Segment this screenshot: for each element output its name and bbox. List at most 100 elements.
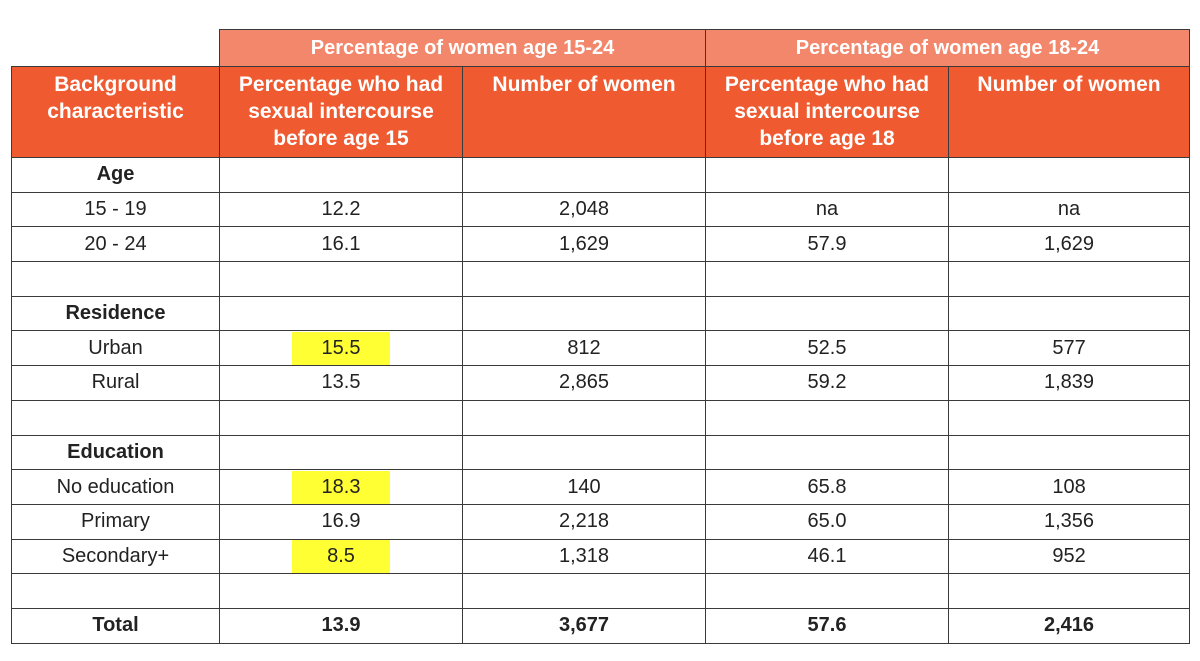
table-cell: 16.1 (219, 226, 463, 263)
row-label: No education (11, 469, 220, 505)
table-cell: 140 (461, 469, 707, 505)
col-header-pct-before-18: Percentage who had sexual intercourse befo… (705, 66, 950, 158)
table-cell: 1,629 (948, 226, 1191, 263)
group-header-blank (11, 29, 220, 67)
cell-value: na (815, 198, 839, 221)
cell-value: 57.6 (807, 614, 847, 637)
table-cell: 13.5 (219, 365, 463, 401)
table-cell (705, 399, 950, 436)
cell-value: 1,318 (558, 544, 610, 567)
table-cell: 2,865 (461, 365, 707, 401)
table-cell: 46.1 (705, 538, 950, 575)
cell-value: 59.2 (807, 371, 847, 394)
table-cell (461, 261, 707, 297)
row-label (11, 573, 220, 609)
cell-value: 13.5 (321, 371, 361, 394)
cell-value: 65.0 (807, 510, 847, 533)
header-line: Percentage who had (238, 73, 444, 96)
table-row: Secondary+ 8.5 1,318 46.1 952 (11, 538, 1191, 575)
table-cell: 1,629 (461, 226, 707, 263)
table-row: 20 - 24 16.1 1,629 57.9 1,629 (11, 226, 1191, 263)
highlighted-value: 18.3 (292, 470, 390, 504)
row-label: Secondary+ (11, 538, 220, 575)
col-header-number-women-15-24: Number of women (461, 66, 707, 158)
table-cell: 59.2 (705, 365, 950, 401)
table-cell (219, 295, 463, 332)
table-cell (948, 261, 1191, 297)
table-cell: 57.9 (705, 226, 950, 263)
cell-value: 140 (567, 475, 601, 498)
row-label: Education (11, 434, 220, 471)
header-line: sexual intercourse (734, 100, 920, 123)
highlighted-value: 8.5 (292, 539, 390, 573)
table-cell: 18.3 (219, 469, 463, 505)
table-cell: 1,318 (461, 538, 707, 575)
header-line: Background (54, 73, 177, 96)
col-header-number-women-18-24: Number of women (948, 66, 1191, 158)
table-cell: 2,048 (461, 191, 707, 228)
cell-value: 952 (1052, 544, 1086, 567)
table-cell (461, 573, 707, 609)
cell-value: 12.2 (321, 198, 361, 221)
table-cell: 812 (461, 330, 707, 367)
table-row: Urban 15.5 812 52.5 577 (11, 330, 1191, 367)
cell-value: 3,677 (558, 614, 610, 637)
cell-value: 46.1 (807, 544, 847, 567)
row-label (11, 399, 220, 436)
row-label: Age (11, 157, 220, 193)
cell-value: 1,356 (1043, 510, 1095, 533)
table-cell: 2,416 (948, 607, 1191, 644)
table-cell (948, 434, 1191, 471)
cell-value: 2,218 (558, 510, 610, 533)
spacer-row (11, 261, 1191, 297)
row-label: 20 - 24 (11, 226, 220, 263)
cell-value: 1,839 (1043, 371, 1095, 394)
table-row: Rural 13.5 2,865 59.2 1,839 (11, 365, 1191, 401)
table-cell: 12.2 (219, 191, 463, 228)
row-label: 15 - 19 (11, 191, 220, 228)
header-line: Percentage who had (724, 73, 930, 96)
table-cell (705, 157, 950, 193)
col-header-background: Background characteristic (11, 66, 220, 158)
total-row: Total 13.9 3,677 57.6 2,416 (11, 607, 1191, 644)
table-row: No education 18.3 140 65.8 108 (11, 469, 1191, 505)
table-row: 15 - 19 12.2 2,048 na na (11, 191, 1191, 228)
spacer-row (11, 399, 1191, 436)
column-header-row: Background characteristic Percentage who h… (11, 66, 1191, 158)
cell-value: 577 (1052, 336, 1086, 359)
header-line: Number of women (977, 73, 1161, 96)
table-cell: 65.0 (705, 503, 950, 540)
table-cell: na (948, 191, 1191, 228)
table-cell (219, 573, 463, 609)
highlighted-value: 15.5 (292, 331, 390, 365)
table-cell: 3,677 (461, 607, 707, 644)
table-cell: 1,356 (948, 503, 1191, 540)
table-cell: 108 (948, 469, 1191, 505)
cell-value: 57.9 (807, 232, 847, 255)
row-label: Rural (11, 365, 220, 401)
cell-value: 1,629 (558, 232, 610, 255)
table-cell (705, 261, 950, 297)
row-label: Primary (11, 503, 220, 540)
data-table: Percentage of women age 15-24 Percentage… (11, 29, 1191, 644)
cell-value: 13.9 (321, 614, 361, 637)
cell-value: 2,048 (558, 198, 610, 221)
header-line: before age 18 (759, 127, 895, 150)
table-cell: 65.8 (705, 469, 950, 505)
section-header-row: Age (11, 157, 1191, 193)
table-cell: na (705, 191, 950, 228)
table-cell (219, 434, 463, 471)
cell-value: 2,416 (1043, 614, 1095, 637)
group-header-row: Percentage of women age 15-24 Percentage… (11, 29, 1191, 67)
table-cell: 8.5 (219, 538, 463, 575)
table-cell (948, 157, 1191, 193)
section-header-row: Education (11, 434, 1191, 471)
table-cell (948, 295, 1191, 332)
cell-value: 16.9 (321, 510, 361, 533)
row-label: Total (11, 607, 220, 644)
cell-value: 65.8 (807, 475, 847, 498)
row-label: Residence (11, 295, 220, 332)
row-label: Urban (11, 330, 220, 367)
section-header-row: Residence (11, 295, 1191, 332)
table-cell: 57.6 (705, 607, 950, 644)
